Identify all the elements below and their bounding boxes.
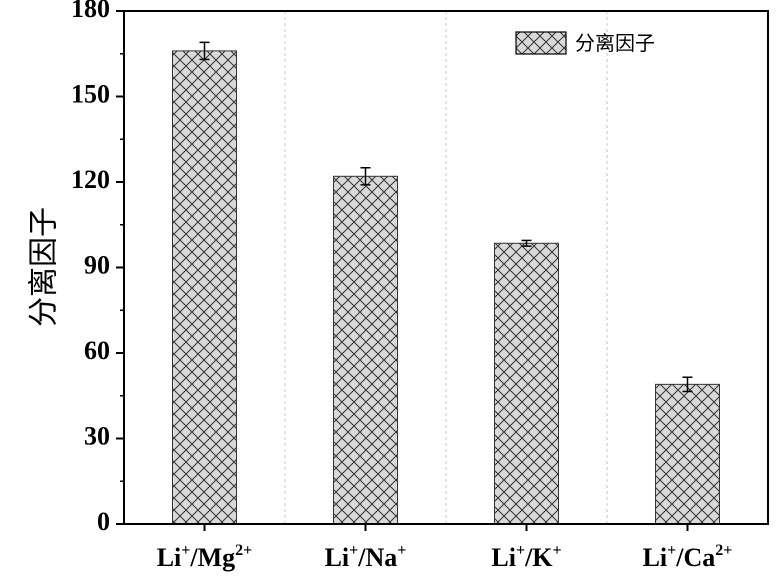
legend-swatch bbox=[515, 31, 567, 55]
x-tick-label: Li+/Na+ bbox=[325, 542, 407, 572]
y-tick-label: 60 bbox=[84, 336, 110, 365]
bars bbox=[172, 50, 720, 525]
error-bar bbox=[682, 376, 693, 393]
x-axis: Li+/Mg2+ Li+/Na+ Li+/K+ Li+/Ca2+ bbox=[157, 524, 733, 572]
legend-label: 分离因子 bbox=[575, 31, 655, 55]
error-bars bbox=[199, 41, 693, 393]
bar bbox=[494, 242, 559, 525]
y-tick-label: 120 bbox=[71, 165, 110, 194]
y-tick-label: 180 bbox=[71, 0, 110, 23]
y-tick-label: 0 bbox=[97, 507, 110, 536]
y-axis-label: 分离因子 bbox=[27, 207, 62, 327]
x-tick-label: Li+/Mg2+ bbox=[157, 542, 253, 572]
legend: 分离因子 bbox=[515, 31, 655, 55]
error-bar bbox=[521, 239, 532, 247]
y-tick-label: 30 bbox=[84, 421, 110, 450]
bar bbox=[655, 383, 720, 525]
grid-lines bbox=[284, 11, 608, 524]
bar bbox=[333, 175, 398, 525]
x-tick-label: Li+/Ca2+ bbox=[643, 542, 733, 572]
y-tick-label: 90 bbox=[84, 250, 110, 279]
bar bbox=[172, 50, 237, 525]
error-bar bbox=[360, 167, 371, 186]
error-bar bbox=[199, 41, 210, 61]
x-tick-label: Li+/K+ bbox=[491, 542, 561, 572]
y-axis: 0 30 60 90 120 150 180 bbox=[71, 0, 124, 536]
y-tick-label: 150 bbox=[71, 79, 110, 108]
